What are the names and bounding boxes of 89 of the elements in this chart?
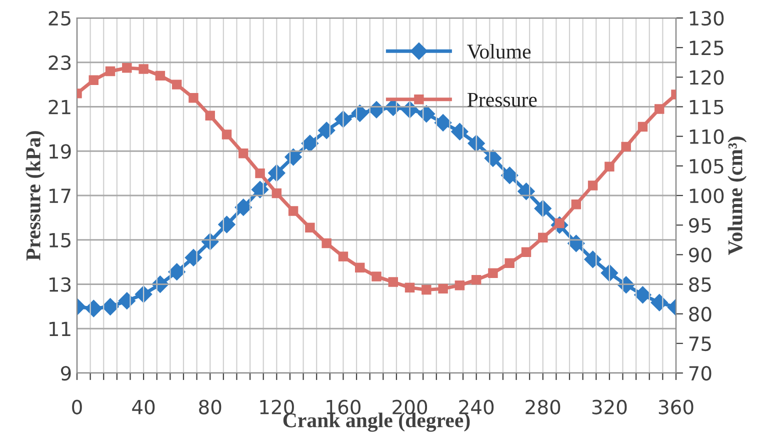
point (118, 292, 136, 310)
point (504, 258, 514, 268)
y2-tick-label: 130 (690, 10, 724, 26)
point (88, 75, 98, 85)
point (155, 70, 166, 81)
y-tick-label: 19 (50, 144, 71, 159)
y2-tick-label: 75 (689, 336, 711, 352)
point (468, 134, 485, 152)
y-tick-label: 13 (50, 277, 71, 292)
point (318, 122, 336, 139)
point (372, 272, 382, 282)
point (85, 300, 102, 318)
x-tick-label: 320 (592, 400, 627, 414)
x-tick-label: 120 (260, 400, 294, 414)
y2-axis-title: Volume (cm³) (728, 136, 747, 255)
y-tick-label: 23 (48, 55, 71, 70)
point (205, 110, 215, 120)
point (454, 280, 465, 290)
point (571, 200, 582, 210)
point (338, 252, 348, 262)
point (388, 277, 398, 287)
y-tick-label: 17 (50, 188, 70, 203)
point (404, 282, 415, 292)
y2-tick-label: 100 (690, 188, 724, 204)
point (484, 150, 502, 167)
point (168, 263, 186, 280)
point (638, 122, 648, 132)
point (122, 63, 132, 73)
y2-tick-label: 125 (690, 40, 724, 56)
y-tick-label: 25 (48, 10, 70, 26)
y2-tick-label: 95 (689, 218, 711, 233)
x-tick-label: 80 (199, 400, 222, 414)
point (471, 274, 482, 285)
point (422, 284, 432, 295)
point (634, 286, 652, 304)
point (434, 114, 452, 132)
point (650, 294, 668, 312)
x-tick-label: 40 (132, 400, 155, 414)
y-tick-label: 21 (48, 100, 70, 114)
legend-label: Volume (467, 44, 531, 59)
point (538, 232, 548, 243)
point (438, 284, 448, 294)
point (355, 262, 365, 272)
point (521, 247, 532, 257)
y2-tick-label: 85 (689, 277, 711, 292)
point (238, 148, 248, 158)
point (501, 166, 518, 184)
point (268, 164, 286, 182)
point (588, 180, 598, 190)
point (172, 80, 182, 90)
y-axis-title: Pressure (kPa) (26, 131, 45, 260)
point (305, 222, 315, 233)
y2-tick-label: 105 (690, 158, 724, 174)
point (188, 93, 198, 103)
point (418, 105, 435, 122)
point (604, 162, 614, 172)
y2-tick-label: 90 (689, 248, 712, 262)
x-tick-label: 240 (459, 400, 494, 414)
point (218, 216, 236, 234)
point (272, 188, 282, 198)
y-tick-label: 11 (50, 322, 70, 336)
x-tick-label: 200 (392, 400, 428, 414)
y2-tick-label: 110 (690, 129, 724, 144)
point (584, 250, 602, 268)
y2-tick-label: 80 (689, 306, 712, 322)
point (135, 286, 152, 303)
legend-label: Pressure (467, 92, 537, 107)
y2-tick-label: 120 (690, 70, 724, 85)
y-tick-label: 9 (60, 366, 71, 381)
point (451, 123, 468, 140)
point (654, 104, 664, 114)
y2-tick-label: 115 (690, 100, 724, 114)
point (322, 238, 332, 248)
x-tick-label: 280 (526, 400, 560, 414)
point (105, 66, 116, 76)
x-tick-label: 160 (326, 400, 360, 414)
y2-tick-label: 70 (689, 366, 712, 381)
point (288, 206, 298, 216)
point (222, 130, 232, 140)
point (255, 168, 265, 178)
point (234, 198, 252, 216)
y-tick-label: 15 (50, 233, 70, 248)
x-tick-label: 360 (658, 400, 694, 414)
point (488, 268, 498, 278)
point (301, 134, 318, 152)
x-tick-label: 0 (72, 400, 82, 414)
point (138, 64, 148, 74)
point (621, 142, 631, 152)
point (102, 298, 119, 316)
